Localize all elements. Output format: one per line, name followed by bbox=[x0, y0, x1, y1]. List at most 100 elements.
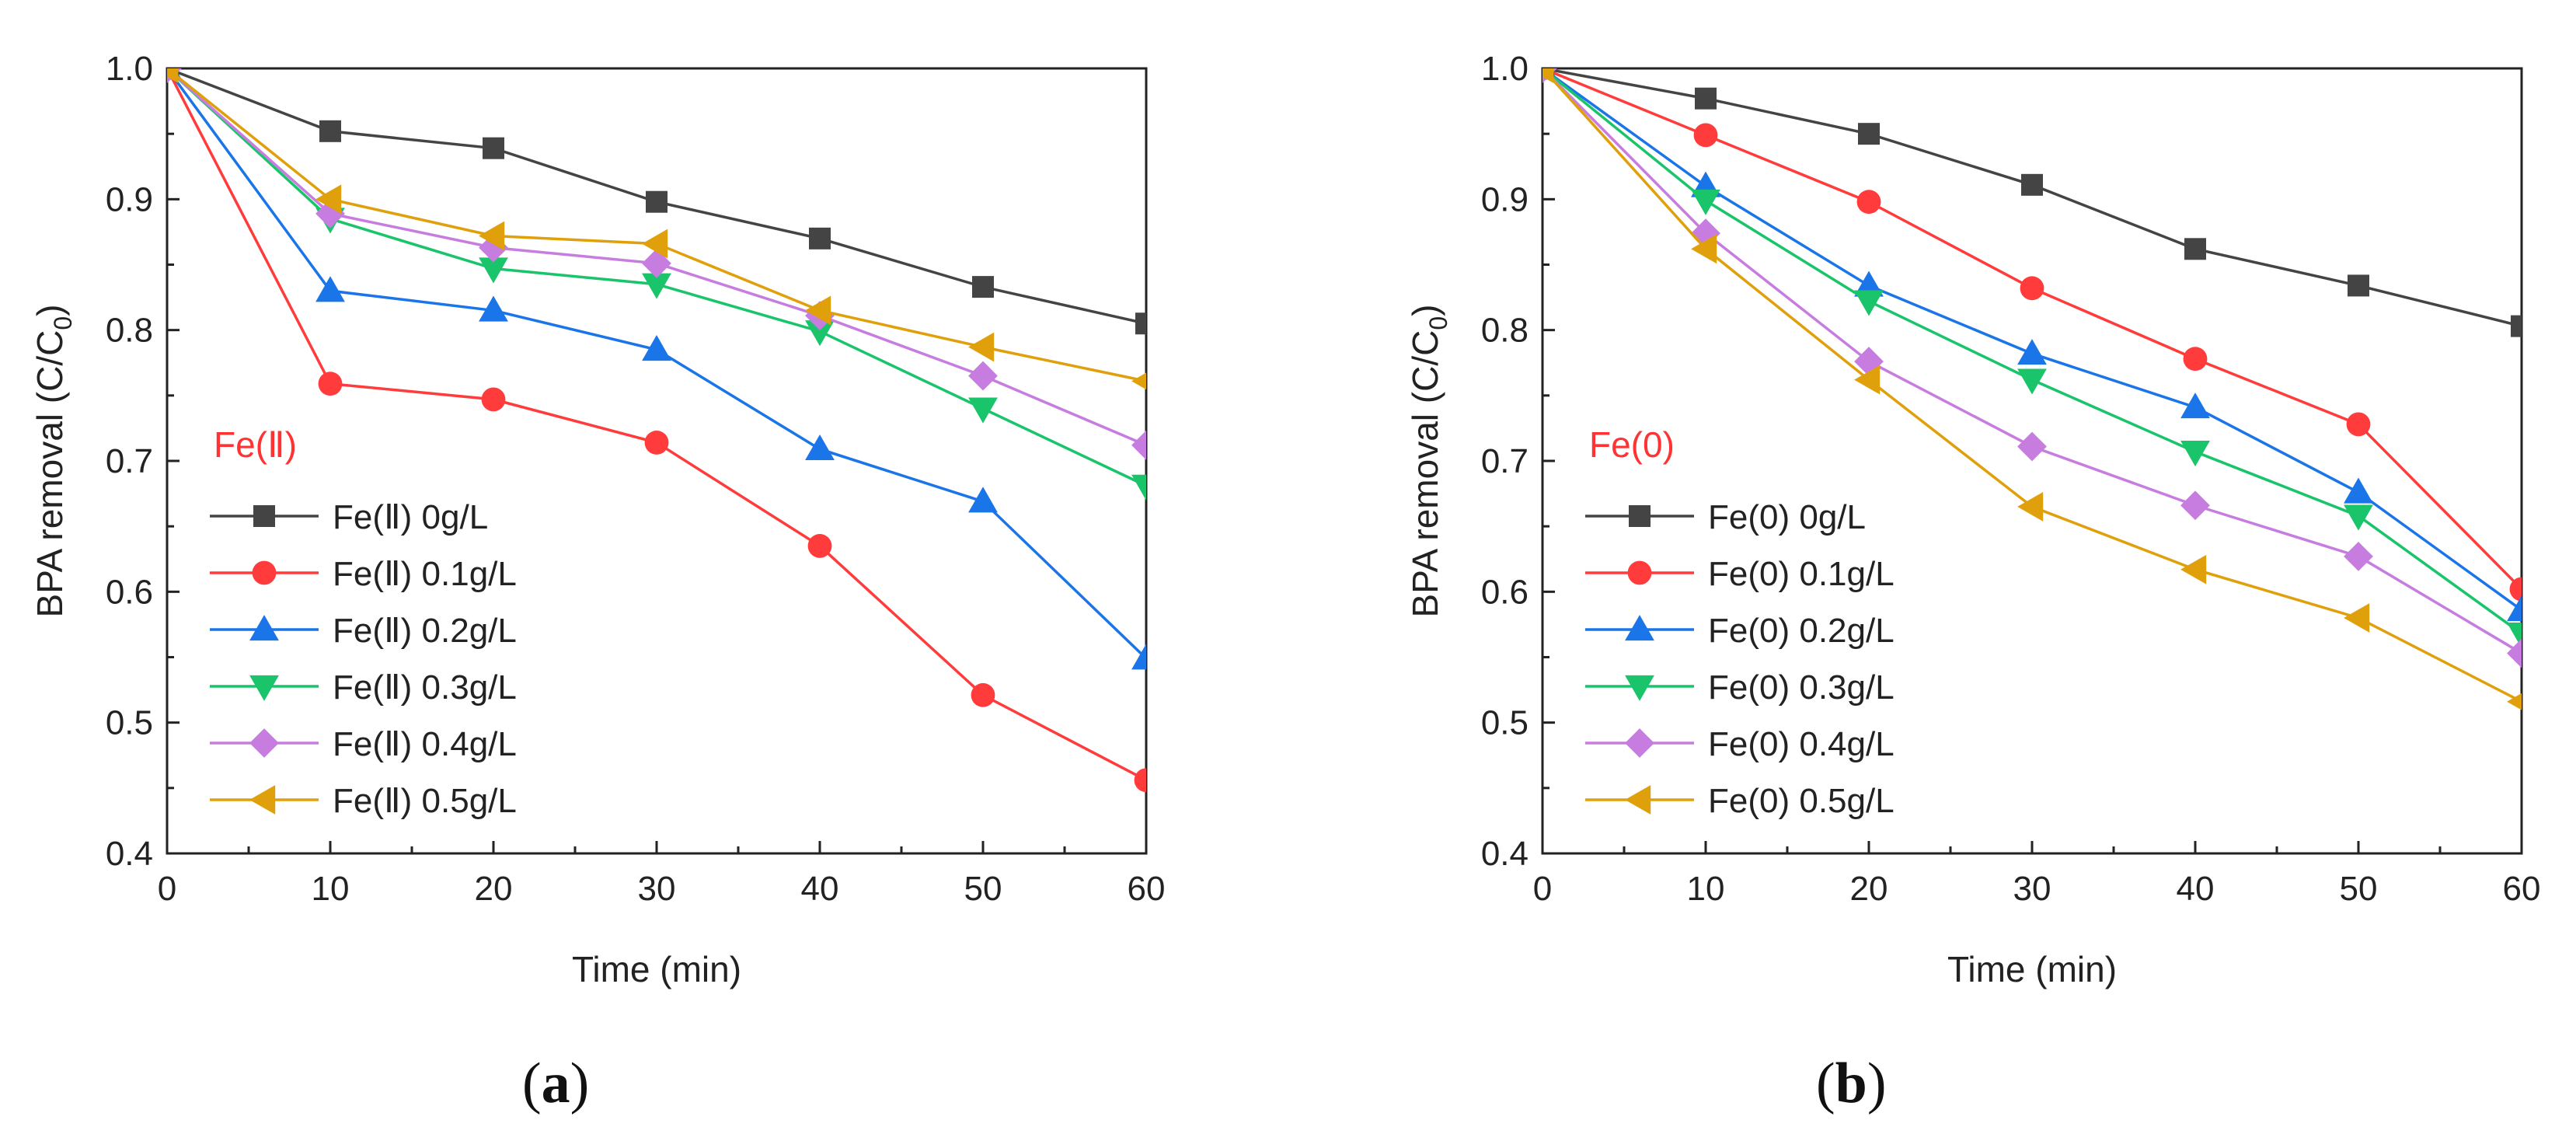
data-point bbox=[2017, 492, 2044, 522]
data-point bbox=[809, 227, 831, 249]
data-point bbox=[481, 387, 506, 412]
panel-label-b: (b) bbox=[1816, 1052, 1887, 1115]
data-point bbox=[642, 335, 671, 361]
data-point bbox=[2184, 238, 2206, 260]
series-line bbox=[167, 68, 1146, 383]
x-tick-label: 40 bbox=[801, 870, 839, 908]
data-point bbox=[2344, 504, 2373, 531]
data-point bbox=[1131, 644, 1146, 670]
y-tick-label: 0.6 bbox=[1481, 573, 1529, 611]
data-point bbox=[2344, 541, 2373, 571]
y-axis-label-main: BPA removal (C/C bbox=[1405, 330, 1445, 618]
y-tick-label: 0.7 bbox=[1481, 442, 1529, 480]
x-tick-label: 50 bbox=[964, 870, 1002, 908]
data-point bbox=[2017, 368, 2047, 395]
x-tick-label: 20 bbox=[1850, 870, 1888, 908]
data-point bbox=[2344, 477, 2373, 504]
data-point bbox=[318, 372, 343, 396]
data-point bbox=[1691, 189, 1720, 215]
series-line bbox=[167, 68, 1146, 660]
data-point bbox=[1854, 365, 1881, 395]
legend-label: Fe(0) 0.5g/L bbox=[1708, 782, 1895, 820]
x-tick-label: 60 bbox=[1128, 870, 1166, 908]
data-point bbox=[479, 295, 508, 322]
series-group bbox=[1542, 68, 2522, 710]
data-point bbox=[2344, 603, 2370, 633]
data-point bbox=[1858, 123, 1880, 145]
legend-marker bbox=[1625, 675, 1654, 701]
legend-marker bbox=[252, 560, 277, 585]
data-point bbox=[315, 184, 342, 215]
data-point bbox=[315, 276, 345, 302]
y-axis-label-main: BPA removal (C/C bbox=[30, 330, 70, 618]
chart-panel-a: 0 10 20 30 40 50 60 0.4 0.5 0.6 0.7 0.8 0.9 1.0 Time (… bbox=[30, 50, 1165, 989]
x-tick-label: 10 bbox=[1687, 870, 1725, 908]
data-point bbox=[805, 434, 835, 461]
data-point bbox=[968, 397, 998, 424]
legend-label: Fe(0) 0.4g/L bbox=[1708, 725, 1895, 763]
data-point bbox=[483, 137, 504, 159]
data-point bbox=[1134, 768, 1146, 793]
y-tick-label: 0.6 bbox=[106, 573, 153, 611]
legend-marker bbox=[253, 505, 275, 527]
y-tick-label: 0.4 bbox=[1481, 835, 1529, 873]
data-point bbox=[968, 361, 998, 391]
legend-marker bbox=[249, 728, 279, 758]
data-point bbox=[646, 190, 668, 213]
data-point bbox=[644, 431, 669, 455]
x-tick-label: 50 bbox=[2340, 870, 2378, 908]
data-point bbox=[2346, 412, 2371, 437]
y-tick-label: 1.0 bbox=[106, 50, 153, 88]
data-point bbox=[1856, 190, 1881, 215]
data-point bbox=[2017, 431, 2047, 462]
data-point bbox=[805, 320, 835, 347]
y-tick-label: 0.8 bbox=[106, 312, 153, 350]
panel-letter-a: a bbox=[541, 1052, 570, 1115]
panel-annotation: Fe(Ⅱ) bbox=[214, 424, 297, 465]
data-point bbox=[2180, 554, 2207, 584]
data-point bbox=[1691, 234, 1717, 264]
legend-label: Fe(Ⅱ) 0.5g/L bbox=[333, 782, 517, 820]
data-point bbox=[971, 682, 995, 707]
data-point bbox=[2507, 638, 2522, 668]
legend-label: Fe(0) 0.3g/L bbox=[1708, 668, 1895, 707]
data-point bbox=[805, 295, 831, 326]
data-point bbox=[479, 221, 505, 251]
legend-label: Fe(0) 0.1g/L bbox=[1708, 555, 1895, 593]
y-tick-label: 0.9 bbox=[1481, 180, 1529, 218]
legend-label: Fe(0) 0g/L bbox=[1708, 498, 1866, 536]
data-point bbox=[1131, 430, 1146, 460]
y-axis-label-subscript: 0 bbox=[49, 316, 77, 330]
y-tick-label: 1.0 bbox=[1481, 50, 1529, 88]
x-tick-label: 30 bbox=[638, 870, 676, 908]
data-point bbox=[479, 257, 508, 284]
data-point bbox=[2348, 274, 2369, 297]
x-tick-label: 10 bbox=[312, 870, 350, 908]
panel-letter-b: b bbox=[1835, 1052, 1867, 1115]
data-point bbox=[1695, 87, 1717, 110]
legend-label: Fe(Ⅱ) 0.4g/L bbox=[333, 725, 517, 763]
data-point bbox=[1693, 123, 1718, 148]
x-tick-label: 60 bbox=[2503, 870, 2541, 908]
data-point bbox=[2183, 347, 2208, 372]
x-tick-label: 20 bbox=[475, 870, 513, 908]
legend-label: Fe(Ⅱ) 0.1g/L bbox=[333, 555, 517, 593]
data-point bbox=[2180, 441, 2210, 467]
y-tick-label: 0.8 bbox=[1481, 312, 1529, 350]
data-point bbox=[167, 68, 179, 83]
data-point bbox=[2180, 490, 2210, 521]
data-point bbox=[2017, 339, 2047, 365]
y-tick-label: 0.7 bbox=[106, 442, 153, 480]
panel-annotation: Fe(0) bbox=[1589, 424, 1675, 465]
data-point bbox=[2021, 173, 2043, 196]
x-tick-label: 30 bbox=[2013, 870, 2051, 908]
y-axis-label: BPA removal (C/C0) bbox=[30, 305, 77, 618]
data-point bbox=[315, 198, 345, 229]
data-point bbox=[968, 487, 998, 513]
chart-panel-b: 0 10 20 30 40 50 60 0.4 0.5 0.6 0.7 0.8 0.9 1.0 Time (… bbox=[1405, 50, 2540, 989]
y-tick-label: 0.9 bbox=[106, 180, 153, 218]
data-point bbox=[1135, 312, 1146, 335]
data-point bbox=[2507, 595, 2522, 622]
legend-marker bbox=[249, 785, 276, 815]
legend-marker bbox=[249, 675, 279, 701]
